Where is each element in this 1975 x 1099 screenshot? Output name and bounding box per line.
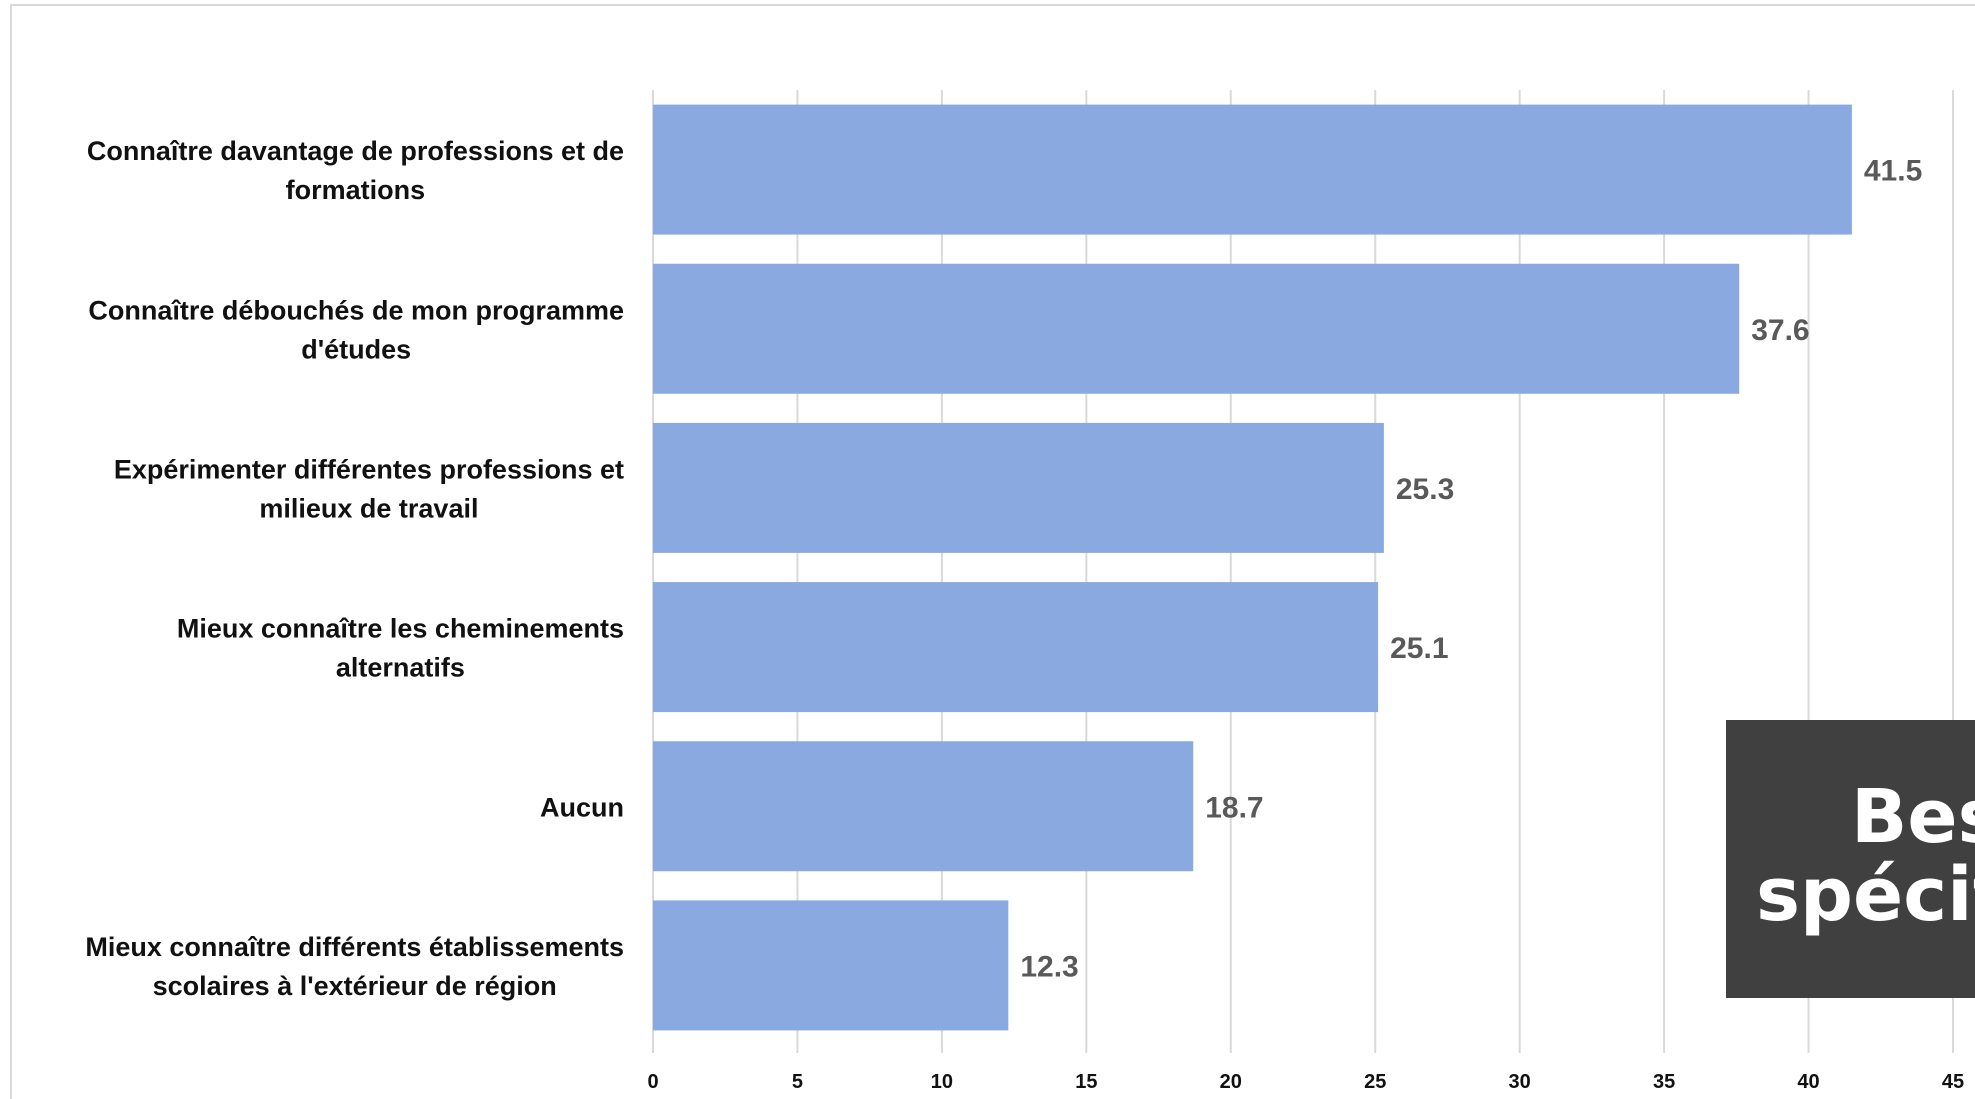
x-tick-label-25: 25 <box>1364 1071 1386 1093</box>
bar-5 <box>653 741 1194 872</box>
x-tick-label-15: 15 <box>1075 1071 1097 1093</box>
x-tick-label-20: 20 <box>1220 1071 1242 1093</box>
x-tick-label-0: 0 <box>647 1071 658 1093</box>
data-label-5: 18.7 <box>1205 791 1263 824</box>
bar-6 <box>653 900 1009 1031</box>
x-axis-tick-labels: 0 5 10 15 20 25 30 35 40 45 <box>647 1071 1964 1093</box>
gridlines <box>652 90 1954 1053</box>
overlay-title-line-2: spécifi <box>1756 852 1975 938</box>
x-tick-label-40: 40 <box>1797 1071 1819 1093</box>
bar-4 <box>653 582 1379 713</box>
data-labels: 41.5 37.6 25.3 25.1 18.7 12.3 <box>1020 155 1922 984</box>
data-label-1: 41.5 <box>1864 155 1922 188</box>
category-label-2: Connaître débouchés de mon programme d'ét… <box>88 295 624 364</box>
category-label-4: Mieux connaître les cheminements alternat… <box>177 614 624 683</box>
chart-frame <box>10 4 1975 1099</box>
bar-1 <box>653 104 1852 235</box>
overlay-title-box: Beso spécifi <box>1726 720 1975 998</box>
category-label-5: Aucun <box>540 792 624 822</box>
bar-3 <box>653 422 1384 553</box>
x-tick-label-45: 45 <box>1942 1071 1964 1093</box>
category-label-1: Connaître davantage de professions et de… <box>87 136 624 205</box>
category-label-3: Expérimenter différentes professions et m… <box>114 454 624 523</box>
x-tick-label-35: 35 <box>1653 1071 1675 1093</box>
data-label-3: 25.3 <box>1396 473 1454 506</box>
bars <box>653 104 1852 1031</box>
overlay-title: Beso spécifi <box>1756 778 1975 934</box>
data-label-2: 37.6 <box>1751 314 1809 347</box>
data-label-4: 25.1 <box>1390 632 1448 665</box>
x-tick-label-5: 5 <box>792 1071 803 1093</box>
x-tick-label-30: 30 <box>1509 1071 1531 1093</box>
bar-2 <box>653 263 1740 394</box>
x-tick-label-10: 10 <box>931 1071 953 1093</box>
category-label-6: Mieux connaître différents établissement… <box>85 932 624 1001</box>
overlay-title-line-1: Beso <box>1851 774 1975 860</box>
category-labels: Connaître davantage de professions et de… <box>85 136 624 1001</box>
data-label-6: 12.3 <box>1020 950 1078 983</box>
